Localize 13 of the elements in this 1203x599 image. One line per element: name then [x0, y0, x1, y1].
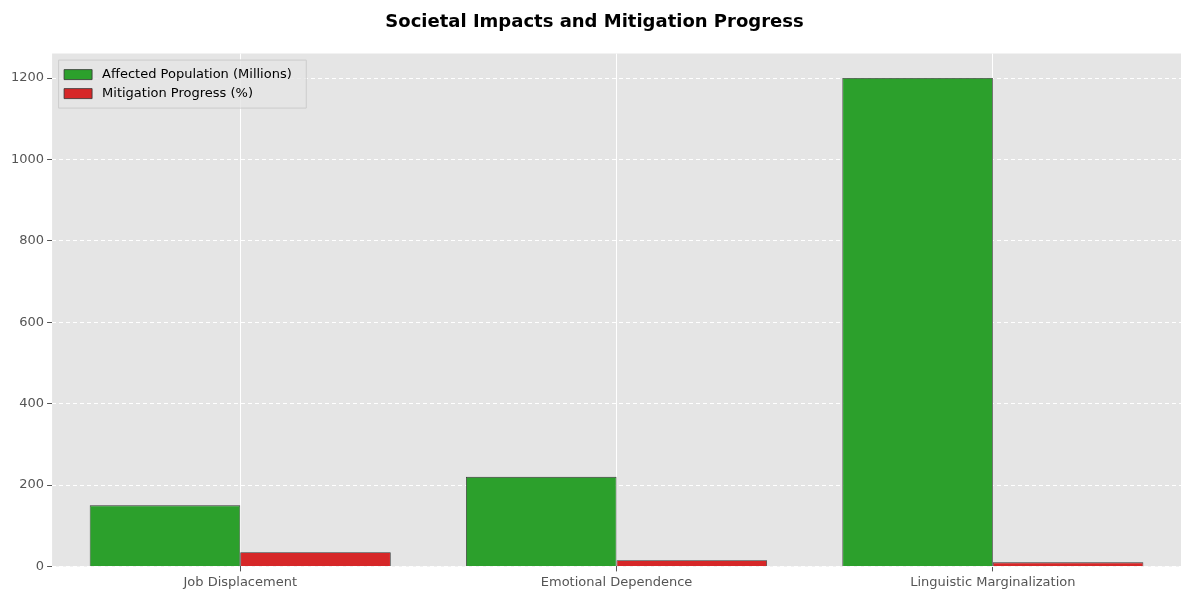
y-tick-label: 1000 [10, 150, 45, 166]
y-tick-label: 200 [19, 476, 45, 492]
y-tick-label: 400 [19, 394, 45, 410]
x-tick-label: Job Displacement [182, 573, 298, 589]
y-tick-label: 800 [19, 232, 45, 248]
legend-label: Affected Population (Millions) [102, 65, 292, 81]
legend-label: Mitigation Progress (%) [102, 84, 253, 100]
chart-title: Societal Impacts and Mitigation Progress [385, 10, 804, 32]
x-tick-label: Linguistic Marginalization [910, 573, 1076, 589]
x-tick-label: Emotional Dependence [540, 573, 693, 589]
y-tick-label: 0 [35, 557, 45, 573]
y-tick-label: 600 [19, 313, 45, 329]
y-tick-label: 1200 [10, 69, 45, 85]
